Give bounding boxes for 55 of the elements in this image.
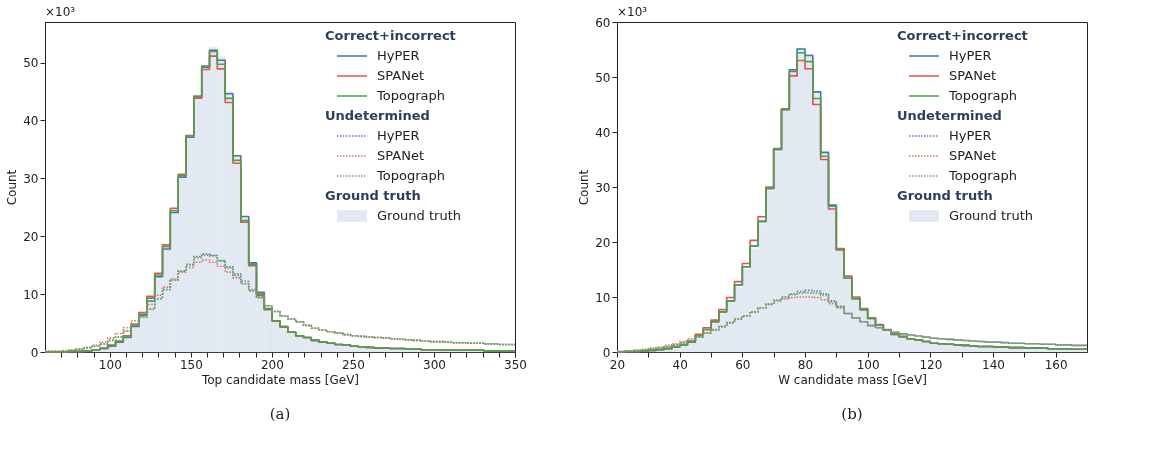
y-tick-label: 10	[595, 290, 611, 305]
y-tick-label: 0	[602, 345, 611, 360]
x-tick-label: 300	[423, 357, 446, 372]
legend-label: SPANet	[377, 148, 424, 163]
legend-label: HyPER	[949, 128, 992, 143]
y-tick-label: 50	[595, 70, 611, 85]
text: ×10³	[45, 5, 76, 19]
legend-label: HyPER	[377, 128, 420, 143]
x-axis-title: Top candidate mass [GeV]	[200, 372, 360, 387]
x-tick-label: 80	[797, 357, 814, 372]
x-tick-label: 160	[1044, 357, 1068, 372]
x-tick-label: 350	[504, 357, 527, 372]
annotation: Undetermined	[325, 108, 430, 123]
legend-label: Topograph	[376, 88, 445, 103]
y-tick-label: 50	[23, 56, 39, 71]
y-tick-label: 30	[23, 171, 39, 186]
y-tick-label: 20	[595, 235, 611, 250]
x-tick-label: 40	[672, 357, 688, 372]
text: (b)	[841, 405, 863, 423]
y-tick-label: 30	[595, 180, 611, 195]
y-tick-label: 40	[23, 113, 39, 128]
text: ×10³	[617, 5, 648, 19]
x-tick-label: 60	[735, 357, 751, 372]
legend-label: Topograph	[376, 168, 445, 183]
x-tick-label: 120	[919, 357, 943, 372]
y-tick-label: 20	[23, 229, 39, 244]
legend-label: Ground truth	[949, 208, 1033, 223]
legend-label: SPANet	[949, 148, 996, 163]
legend-label: SPANet	[377, 68, 424, 83]
legend-label: Topograph	[948, 168, 1017, 183]
x-tick-label: 140	[982, 357, 1005, 372]
x-axis-title: W candidate mass [GeV]	[778, 372, 927, 387]
x-tick-label: 20	[609, 357, 626, 372]
annotation: Correct+incorrect	[897, 28, 1028, 43]
annotation: Correct+incorrect	[325, 28, 456, 43]
x-tick-label: 100	[98, 357, 122, 372]
x-tick-label: 250	[341, 357, 365, 372]
legend-label: Topograph	[948, 88, 1017, 103]
annotation: Undetermined	[897, 108, 1002, 123]
x-tick-label: 100	[856, 357, 880, 372]
annotation: Ground truth	[897, 188, 993, 203]
y-axis-title: Count	[577, 169, 592, 206]
annotation: Ground truth	[325, 188, 421, 203]
y-tick-label: 40	[595, 125, 611, 140]
y-tick-label: 0	[30, 345, 39, 360]
legend-label: SPANet	[949, 68, 996, 83]
x-tick-label: 200	[260, 357, 284, 372]
x-tick-label: 150	[179, 357, 203, 372]
y-tick-label: 10	[23, 287, 39, 302]
text: (a)	[269, 405, 291, 423]
y-tick-label: 60	[595, 15, 611, 30]
legend-label: HyPER	[949, 48, 992, 63]
y-axis-title: Count	[5, 169, 20, 206]
legend-label: HyPER	[377, 48, 420, 63]
legend-label: Ground truth	[377, 208, 461, 223]
